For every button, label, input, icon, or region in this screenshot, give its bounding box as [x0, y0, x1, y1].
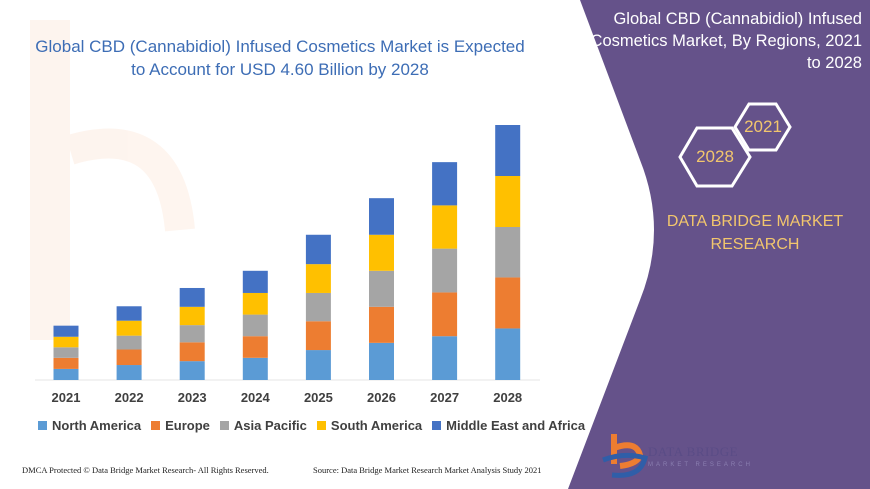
hex-label-2021: 2021	[744, 117, 782, 136]
bar-segment-2027-europe	[432, 292, 458, 337]
bar-segment-2023-asia-pacific	[179, 325, 205, 343]
bar-segment-2028-north-america	[495, 328, 521, 380]
bar-segment-2025-south-america	[305, 264, 331, 293]
bar-segment-2024-europe	[242, 336, 268, 358]
legend-label: South America	[330, 418, 423, 433]
bar-segment-2027-south-america	[432, 205, 458, 249]
x-tick-label: 2025	[304, 390, 333, 405]
bar-segment-2028-south-america	[495, 176, 521, 227]
legend-label: Asia Pacific	[233, 418, 307, 433]
side-title: Global CBD (Cannabidiol) Infused Cosmeti…	[572, 8, 862, 74]
bar-segment-2023-middle-east-and-africa	[179, 287, 205, 307]
legend-item: Middle East and Africa	[432, 418, 585, 433]
brand-text: DATA BRIDGE MARKET RESEARCH	[660, 210, 850, 256]
footer-source: Source: Data Bridge Market Research Mark…	[313, 465, 542, 475]
legend-swatch	[151, 421, 161, 430]
bar-segment-2022-europe	[116, 349, 142, 366]
bar-segment-2022-asia-pacific	[116, 335, 142, 350]
logo-text: DATA BRIDGE	[648, 444, 739, 459]
bar-segment-2028-middle-east-and-africa	[495, 125, 521, 176]
brand-line-1: DATA BRIDGE MARKET	[666, 213, 844, 230]
bar-segment-2028-europe	[495, 277, 521, 329]
x-tick-label: 2028	[493, 390, 522, 405]
bar-segment-2021-south-america	[53, 336, 79, 348]
logo-subtext: MARKET RESEARCH	[648, 462, 753, 468]
footer-copyright: DMCA Protected © Data Bridge Market Rese…	[22, 465, 269, 475]
x-tick-label: 2027	[430, 390, 459, 405]
hexagon-2021	[733, 102, 792, 152]
bar-segment-2022-middle-east-and-africa	[116, 306, 142, 321]
legend-item: South America	[316, 418, 423, 433]
bar-segment-2023-north-america	[179, 361, 205, 380]
x-tick-label: 2021	[52, 390, 81, 405]
legend-swatch	[219, 421, 229, 430]
hex-label-2028: 2028	[696, 147, 734, 166]
x-tick-label: 2023	[178, 390, 207, 405]
x-tick-label: 2026	[367, 390, 396, 405]
x-tick-label: 2022	[115, 390, 144, 405]
bar-segment-2022-north-america	[116, 365, 142, 380]
bar-segment-2024-middle-east-and-africa	[242, 270, 268, 293]
bar-chart: 2021 2022 2023 2024 2025 2026 2027 2028	[35, 125, 540, 405]
bar-segment-2027-asia-pacific	[432, 248, 458, 293]
legend-swatch	[316, 421, 326, 430]
bar-segment-2026-asia-pacific	[369, 270, 394, 307]
legend-label: North America	[52, 418, 142, 433]
bar-segment-2021-asia-pacific	[53, 347, 79, 358]
bar-segment-2025-europe	[305, 321, 331, 351]
chart-title: Global CBD (Cannabidiol) Infused Cosmeti…	[20, 35, 540, 81]
legend-item: Asia Pacific	[219, 418, 307, 433]
hexagon-2028	[678, 126, 752, 188]
bar-segment-2024-asia-pacific	[242, 314, 268, 337]
bar-segment-2023-south-america	[179, 306, 205, 326]
bar-segment-2025-asia-pacific	[305, 292, 331, 322]
bar-segment-2027-north-america	[432, 336, 458, 380]
bar-segment-2026-europe	[369, 306, 394, 343]
bar-segment-2024-north-america	[242, 357, 268, 380]
bar-segment-2026-south-america	[369, 234, 394, 271]
legend-swatch	[432, 421, 442, 430]
legend-label: Europe	[165, 418, 210, 433]
bar-segment-2028-asia-pacific	[495, 227, 521, 278]
bar-segment-2025-north-america	[305, 350, 331, 380]
bar-segment-2021-middle-east-and-africa	[53, 325, 79, 337]
bar-segment-2021-europe	[53, 357, 79, 369]
bar-segment-2026-middle-east-and-africa	[369, 198, 394, 235]
bar-segment-2026-north-america	[369, 342, 394, 380]
bar-segment-2024-south-america	[242, 292, 268, 315]
logo-icon	[602, 434, 649, 478]
legend-item: North America	[38, 418, 141, 433]
legend: North America Europe Asia Pacific South Ame…	[38, 418, 585, 433]
title-line-2: to Account for USD 4.60 Billion by 2028	[131, 60, 429, 79]
bar-segment-2023-europe	[179, 342, 205, 362]
side-panel-background	[568, 0, 870, 489]
bar-segment-2027-middle-east-and-africa	[432, 162, 458, 206]
legend-swatch	[38, 421, 47, 430]
side-title-line-3: to 2028	[806, 54, 862, 72]
legend-item: Europe	[151, 418, 210, 433]
watermark-logo	[30, 20, 195, 340]
brand-line-2: RESEARCH	[710, 236, 800, 253]
x-tick-label: 2024	[241, 390, 271, 405]
bar-segment-2021-north-america	[53, 368, 79, 380]
bar-segment-2025-middle-east-and-africa	[305, 234, 331, 265]
title-line-1: Global CBD (Cannabidiol) Infused Cosmeti…	[35, 37, 525, 56]
legend-label: Middle East and Africa	[446, 418, 586, 433]
side-title-line-1: Global CBD (Cannabidiol) Infused	[613, 10, 862, 28]
bar-segment-2022-south-america	[116, 320, 142, 336]
side-title-line-2: Cosmetics Market, By Regions, 2021	[590, 32, 862, 50]
